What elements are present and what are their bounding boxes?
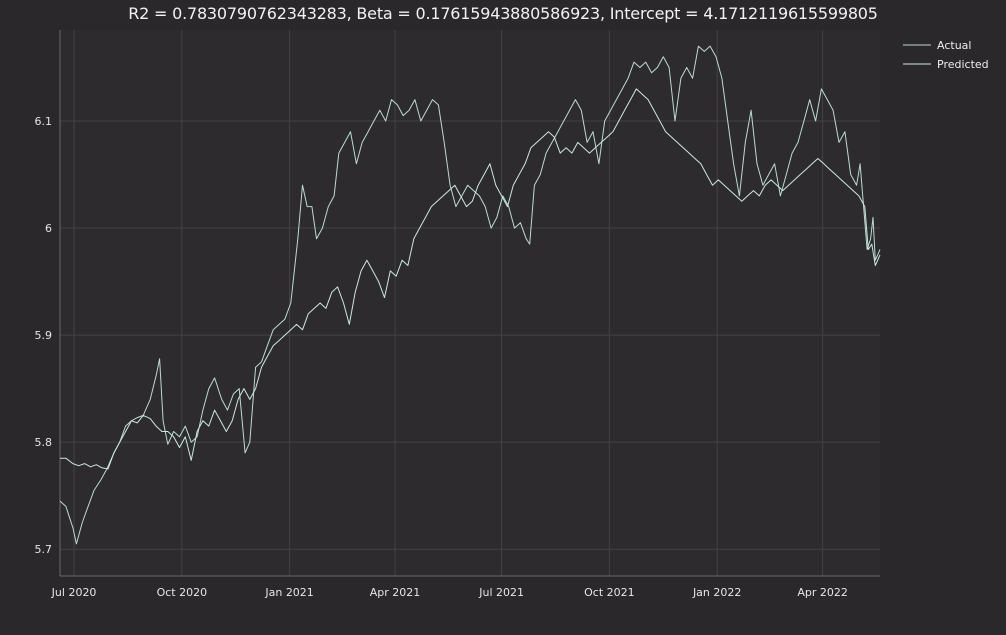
chart-title: R2 = 0.7830790762343283, Beta = 0.176159… bbox=[128, 4, 878, 23]
plot-area bbox=[60, 30, 880, 576]
legend-label: Actual bbox=[937, 39, 971, 52]
axes bbox=[59, 30, 880, 577]
series-lines bbox=[59, 45, 881, 545]
x-tick-label: Jan 2022 bbox=[692, 586, 741, 599]
legend-label: Predicted bbox=[937, 58, 989, 71]
x-tick-label: Jul 2020 bbox=[51, 586, 97, 599]
legend[interactable]: Actual Predicted bbox=[903, 39, 989, 71]
series-line-actual bbox=[59, 45, 881, 545]
legend-item-predicted[interactable]: Predicted bbox=[903, 58, 989, 71]
y-tick-label: 5.8 bbox=[35, 436, 53, 449]
y-tick-label: 6 bbox=[45, 222, 52, 235]
series-line-predicted bbox=[60, 88, 881, 470]
x-tick-label: Oct 2020 bbox=[157, 586, 208, 599]
x-tick-label: Oct 2021 bbox=[584, 586, 635, 599]
y-tick-label: 5.7 bbox=[35, 543, 53, 556]
x-tick-label: Apr 2021 bbox=[370, 586, 421, 599]
grid-lines bbox=[60, 30, 880, 576]
y-tick-label: 5.9 bbox=[35, 329, 53, 342]
x-tick-label: Jul 2021 bbox=[478, 586, 524, 599]
x-tick-label: Apr 2022 bbox=[797, 586, 848, 599]
legend-item-actual[interactable]: Actual bbox=[903, 39, 971, 52]
tick-labels: Jul 2020 Oct 2020 Jan 2021 Apr 2021 Jul 2021… bbox=[35, 115, 848, 599]
x-tick-label: Jan 2021 bbox=[264, 586, 313, 599]
y-tick-label: 6.1 bbox=[35, 115, 53, 128]
